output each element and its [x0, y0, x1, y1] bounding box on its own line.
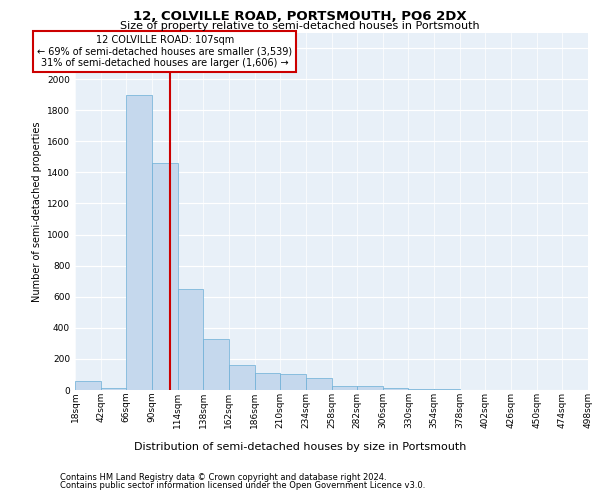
- Bar: [203, 338, 229, 390]
- Text: Distribution of semi-detached houses by size in Portsmouth: Distribution of semi-detached houses by …: [134, 442, 466, 452]
- Text: Contains HM Land Registry data © Crown copyright and database right 2024.: Contains HM Land Registry data © Crown c…: [60, 472, 386, 482]
- Bar: [254, 373, 280, 390]
- Bar: [101, 388, 127, 390]
- Bar: [152, 163, 178, 390]
- Bar: [383, 388, 409, 390]
- Bar: [280, 374, 306, 390]
- Y-axis label: Number of semi-detached properties: Number of semi-detached properties: [32, 121, 41, 302]
- Bar: [178, 289, 203, 390]
- Bar: [75, 382, 101, 390]
- Text: 12, COLVILLE ROAD, PORTSMOUTH, PO6 2DX: 12, COLVILLE ROAD, PORTSMOUTH, PO6 2DX: [133, 10, 467, 23]
- Text: Size of property relative to semi-detached houses in Portsmouth: Size of property relative to semi-detach…: [120, 21, 480, 31]
- Bar: [331, 386, 357, 390]
- Text: 12 COLVILLE ROAD: 107sqm
← 69% of semi-detached houses are smaller (3,539)
31% o: 12 COLVILLE ROAD: 107sqm ← 69% of semi-d…: [37, 35, 292, 68]
- Bar: [434, 389, 460, 390]
- Bar: [306, 378, 331, 390]
- Bar: [229, 365, 254, 390]
- Bar: [357, 386, 383, 390]
- Text: Contains public sector information licensed under the Open Government Licence v3: Contains public sector information licen…: [60, 481, 425, 490]
- Bar: [127, 94, 152, 390]
- Bar: [409, 389, 434, 390]
